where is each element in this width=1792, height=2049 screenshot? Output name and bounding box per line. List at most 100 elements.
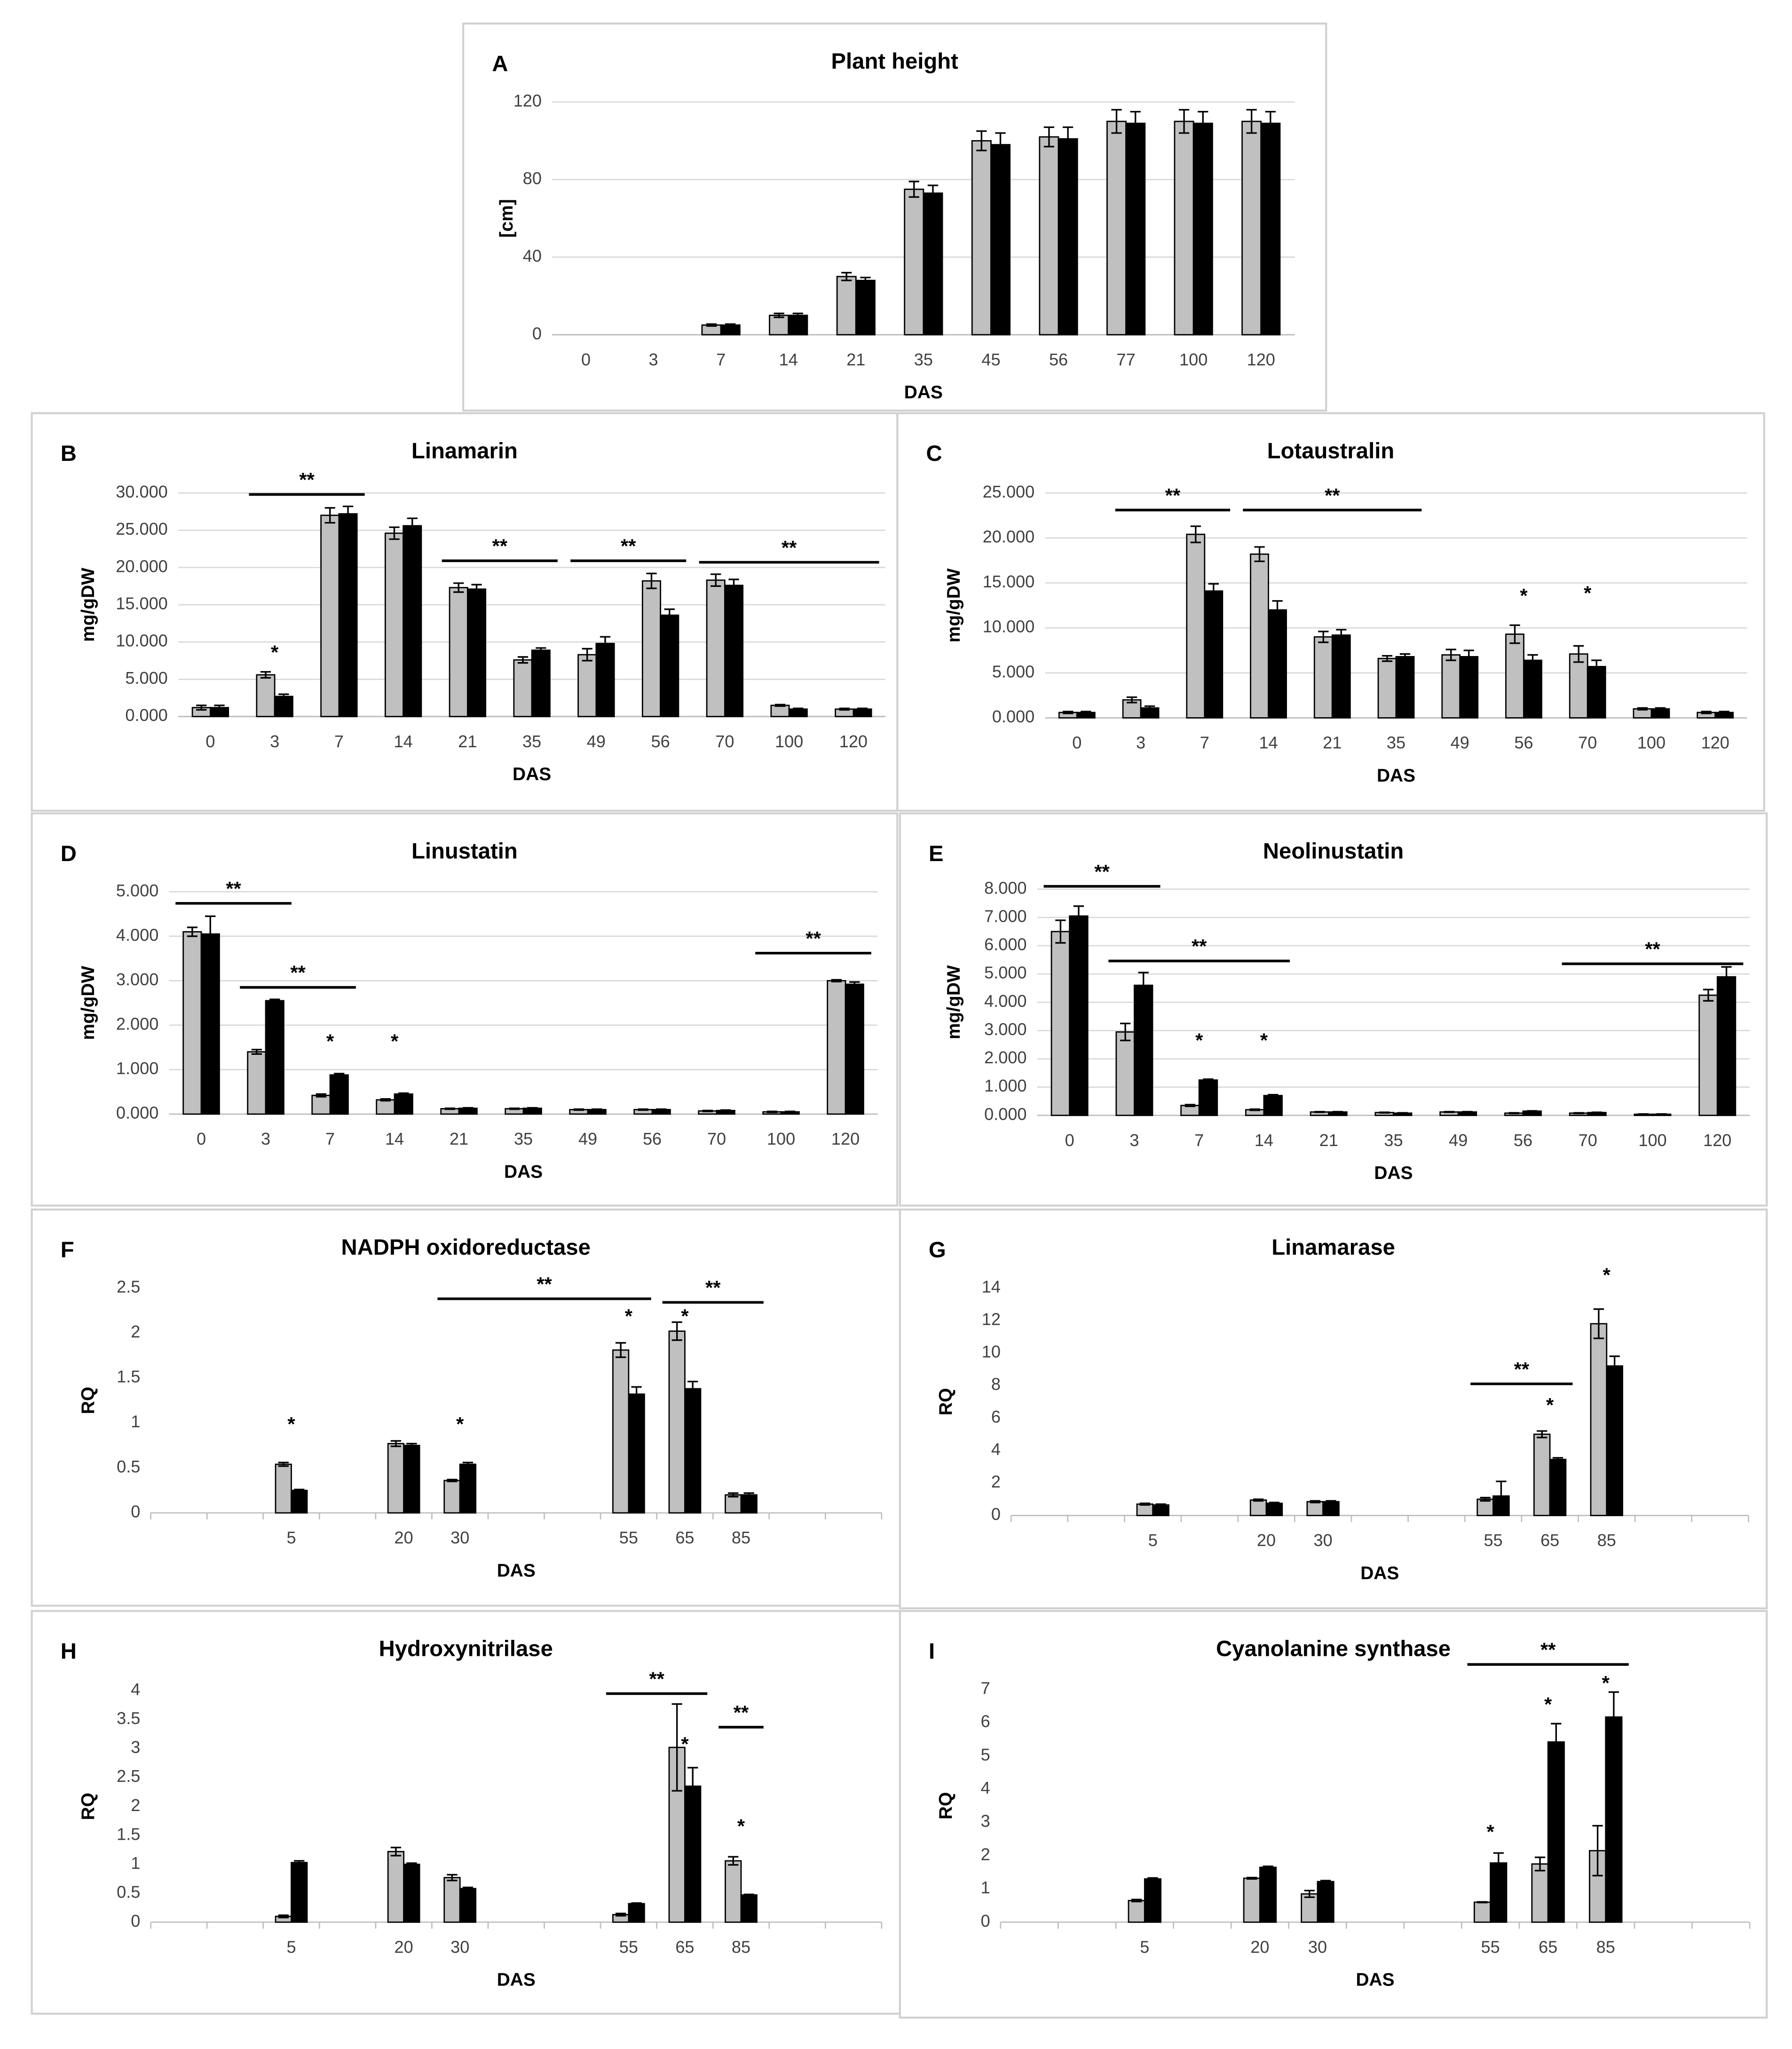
bar bbox=[990, 144, 1011, 336]
y-tick-label: 0 bbox=[991, 1504, 1001, 1524]
error-bar bbox=[1254, 546, 1265, 562]
y-axis-label: [cm] bbox=[497, 199, 517, 237]
error-bar bbox=[462, 1462, 474, 1467]
error-bar bbox=[1144, 705, 1155, 711]
bar bbox=[845, 983, 864, 1115]
bar bbox=[1698, 994, 1718, 1116]
bar bbox=[1259, 1867, 1277, 1923]
y-tick-label: 25.000 bbox=[983, 482, 1035, 501]
y-tick-label: 0.5 bbox=[117, 1882, 140, 1901]
x-tick-label: 21 bbox=[846, 350, 865, 369]
x-tick-label: 55 bbox=[619, 1937, 638, 1956]
y-tick-label: 1.5 bbox=[117, 1824, 140, 1843]
y-tick-label: 4 bbox=[981, 1778, 990, 1797]
x-tick-label: 3 bbox=[1136, 733, 1145, 752]
error-bar bbox=[728, 1492, 739, 1498]
y-tick-label: 7 bbox=[981, 1678, 990, 1698]
bar bbox=[387, 1851, 405, 1923]
error-bar bbox=[390, 1440, 402, 1448]
bar bbox=[1260, 122, 1281, 336]
y-tick-label: 0.000 bbox=[125, 705, 167, 725]
significance-label: * bbox=[1520, 585, 1528, 607]
panel-letter: I bbox=[929, 1639, 935, 1664]
y-tick-label: 2.000 bbox=[116, 1014, 158, 1033]
error-bar bbox=[471, 584, 482, 594]
y-axis-label: RQ bbox=[936, 1792, 956, 1820]
significance-label: * bbox=[1603, 1264, 1611, 1286]
y-tick-label: 5.000 bbox=[992, 662, 1034, 681]
x-tick-label: 30 bbox=[450, 1528, 469, 1547]
bar bbox=[1039, 136, 1059, 336]
error-bar bbox=[1304, 1890, 1315, 1898]
x-axis-label: DAS bbox=[497, 1560, 536, 1581]
error-bar bbox=[447, 1874, 458, 1882]
bar bbox=[1106, 120, 1127, 336]
error-bar bbox=[205, 915, 216, 953]
error-bar bbox=[664, 608, 675, 622]
panel-frame bbox=[899, 1610, 1768, 2019]
x-tick-label: 35 bbox=[1384, 1131, 1403, 1150]
x-tick-label: 55 bbox=[1481, 1937, 1500, 1956]
error-bar bbox=[260, 671, 271, 679]
y-tick-label: 20.000 bbox=[116, 556, 168, 576]
x-tick-label: 49 bbox=[587, 732, 606, 751]
error-bar bbox=[785, 1110, 796, 1113]
error-bar bbox=[269, 998, 280, 1003]
y-tick-label: 7.000 bbox=[984, 906, 1026, 926]
error-bar bbox=[342, 506, 354, 522]
x-tick-label: 0 bbox=[1065, 1131, 1074, 1150]
error-bar bbox=[766, 1110, 778, 1113]
significance-label: ** bbox=[537, 1273, 552, 1295]
x-tick-label: 14 bbox=[779, 350, 798, 369]
error-bar bbox=[1637, 707, 1648, 711]
panel-letter: B bbox=[61, 441, 77, 466]
x-axis-label: DAS bbox=[904, 382, 943, 403]
y-tick-label: 2 bbox=[131, 1796, 140, 1815]
y-tick-label: 0 bbox=[131, 1502, 140, 1521]
error-bar bbox=[509, 1108, 520, 1110]
error-bar bbox=[720, 1109, 731, 1112]
significance-label: * bbox=[271, 641, 279, 664]
significance-label: * bbox=[287, 1413, 295, 1435]
bar bbox=[1441, 654, 1461, 719]
x-tick-label: 7 bbox=[1200, 733, 1209, 752]
y-tick-label: 1 bbox=[131, 1853, 140, 1873]
x-tick-label: 0 bbox=[205, 732, 215, 751]
bar bbox=[770, 704, 790, 718]
y-tick-label: 3.5 bbox=[117, 1709, 140, 1728]
error-bar bbox=[1147, 1877, 1158, 1881]
bar bbox=[1331, 634, 1351, 719]
y-axis-label: mg/gDW bbox=[78, 568, 98, 642]
error-bar bbox=[1379, 1111, 1390, 1114]
x-tick-label: 65 bbox=[675, 1528, 694, 1547]
bar bbox=[1249, 1499, 1267, 1516]
bar bbox=[1058, 138, 1078, 336]
bar bbox=[725, 1860, 742, 1923]
significance-label: ** bbox=[1094, 861, 1110, 883]
error-bar bbox=[1655, 707, 1666, 711]
error-bar bbox=[1496, 1480, 1507, 1511]
bar bbox=[247, 1051, 267, 1115]
error-bar bbox=[616, 1913, 626, 1917]
bar bbox=[1050, 931, 1071, 1116]
bar bbox=[311, 1094, 331, 1115]
bar bbox=[1476, 1498, 1494, 1516]
error-bar bbox=[1063, 126, 1074, 151]
x-tick-label: 20 bbox=[395, 1528, 413, 1547]
error-bar bbox=[728, 1856, 739, 1866]
x-tick-label: 20 bbox=[1250, 1937, 1269, 1956]
x-tick-label: 70 bbox=[715, 732, 734, 751]
error-bar bbox=[1063, 711, 1074, 714]
bar bbox=[403, 1445, 420, 1514]
panel-frame bbox=[462, 22, 1327, 412]
y-tick-label: 0.000 bbox=[984, 1104, 1026, 1123]
error-bar bbox=[849, 981, 860, 988]
significance-label: ** bbox=[705, 1277, 721, 1299]
y-tick-label: 2 bbox=[981, 1844, 990, 1864]
y-tick-label: 80 bbox=[523, 168, 542, 188]
bar bbox=[291, 1489, 308, 1514]
panel-letter: D bbox=[61, 841, 77, 866]
error-bar bbox=[1638, 1113, 1649, 1115]
error-bar bbox=[1130, 111, 1141, 136]
x-axis-label: DAS bbox=[1360, 1563, 1399, 1583]
